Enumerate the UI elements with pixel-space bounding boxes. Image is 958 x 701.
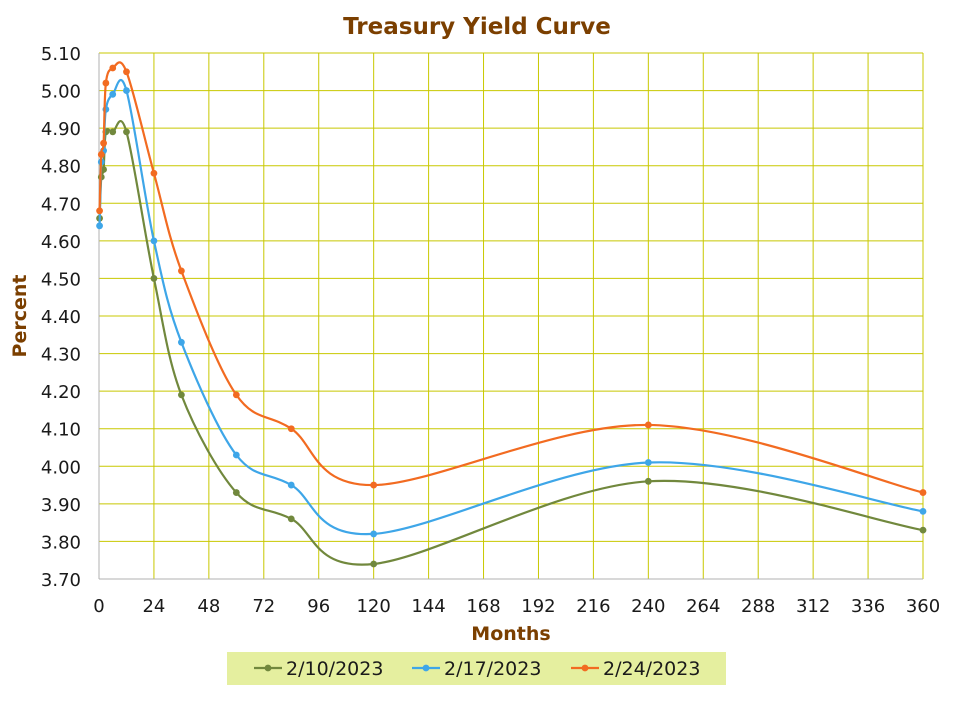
- data-point: [644, 459, 652, 466]
- legend-entry: 2/17/2023: [412, 658, 541, 680]
- legend-entry: 2/10/2023: [254, 658, 383, 680]
- y-tick-label: 4.70: [41, 194, 81, 215]
- data-point: [123, 128, 130, 136]
- x-tick-label: 336: [851, 596, 885, 617]
- x-tick-label: 192: [521, 596, 555, 617]
- x-tick-label: 24: [142, 596, 165, 617]
- y-tick-label: 4.90: [41, 119, 81, 140]
- x-tick-label: 144: [411, 596, 445, 617]
- data-point: [919, 526, 927, 534]
- y-tick-label: 4.10: [41, 420, 81, 441]
- data-point: [123, 68, 130, 76]
- x-tick-label: 168: [466, 596, 500, 617]
- data-point: [150, 169, 158, 177]
- data-point: [96, 207, 103, 215]
- y-axis-ticks: 3.70 3.80 3.90 4.00 4.10 4.20 4.30 4.40 4.50 4.60…: [41, 44, 81, 591]
- x-axis-label: Months: [471, 623, 550, 645]
- x-axis-ticks: 0 24 48 72 96 120 144 168 192 216 240 264 288 312 336 3…: [93, 596, 940, 617]
- y-tick-label: 3.80: [41, 532, 81, 553]
- legend-marker: [264, 664, 272, 672]
- y-tick-label: 4.00: [41, 457, 81, 478]
- y-tick-label: 4.80: [41, 157, 81, 178]
- legend-label: 2/17/2023: [444, 658, 541, 680]
- legend-marker: [422, 664, 430, 672]
- y-tick-label: 4.50: [41, 269, 81, 290]
- data-point: [178, 267, 185, 275]
- x-tick-label: 0: [93, 596, 104, 617]
- data-point: [644, 421, 652, 429]
- x-tick-label: 72: [252, 596, 275, 617]
- data-point: [178, 338, 185, 346]
- data-point: [97, 151, 105, 158]
- axes: [98, 53, 923, 580]
- data-point: [232, 451, 240, 459]
- data-point: [287, 425, 295, 433]
- x-tick-label: 96: [307, 596, 330, 617]
- y-tick-label: 4.60: [41, 232, 81, 253]
- data-point: [370, 530, 378, 538]
- y-axis-label: Percent: [9, 275, 31, 358]
- legend-label: 2/10/2023: [286, 658, 383, 680]
- chart-title: Treasury Yield Curve: [343, 14, 611, 40]
- legend-label: 2/24/2023: [603, 658, 700, 680]
- grid-lines: [98, 52, 924, 580]
- data-point: [109, 64, 117, 72]
- x-tick-label: 312: [796, 596, 830, 617]
- series-lines: [96, 61, 927, 568]
- data-point: [370, 481, 378, 489]
- data-point: [287, 515, 295, 523]
- x-tick-label: 288: [741, 596, 775, 617]
- legend-entry: 2/24/2023: [571, 658, 700, 680]
- data-point: [150, 237, 158, 245]
- data-point: [178, 391, 185, 399]
- data-point: [109, 90, 117, 98]
- data-point: [919, 489, 927, 496]
- data-point: [100, 139, 107, 147]
- data-point: [370, 560, 378, 568]
- x-tick-label: 240: [631, 596, 665, 617]
- y-tick-label: 5.00: [41, 82, 81, 103]
- y-tick-label: 5.10: [41, 44, 81, 65]
- data-point: [919, 507, 927, 515]
- y-tick-label: 4.20: [41, 382, 81, 403]
- data-point: [102, 79, 110, 87]
- legend-box: [227, 652, 726, 685]
- x-tick-label: 360: [906, 596, 940, 617]
- y-tick-label: 3.70: [41, 570, 81, 591]
- legend-marker: [581, 664, 589, 672]
- legend: 2/10/2023 2/17/2023 2/24/2023: [227, 652, 726, 685]
- x-tick-label: 120: [356, 596, 390, 617]
- x-tick-label: 48: [197, 596, 220, 617]
- data-point: [232, 391, 240, 399]
- data-point: [109, 128, 117, 136]
- data-point: [287, 481, 295, 489]
- y-tick-label: 4.30: [41, 345, 81, 366]
- data-point: [96, 222, 103, 230]
- data-point: [232, 489, 240, 496]
- data-point: [123, 87, 130, 94]
- y-tick-label: 3.90: [41, 495, 81, 516]
- data-point: [150, 275, 158, 282]
- data-point: [644, 477, 652, 485]
- x-tick-label: 216: [576, 596, 610, 617]
- series-3: [96, 61, 927, 496]
- x-tick-label: 264: [686, 596, 720, 617]
- y-tick-label: 4.40: [41, 307, 81, 328]
